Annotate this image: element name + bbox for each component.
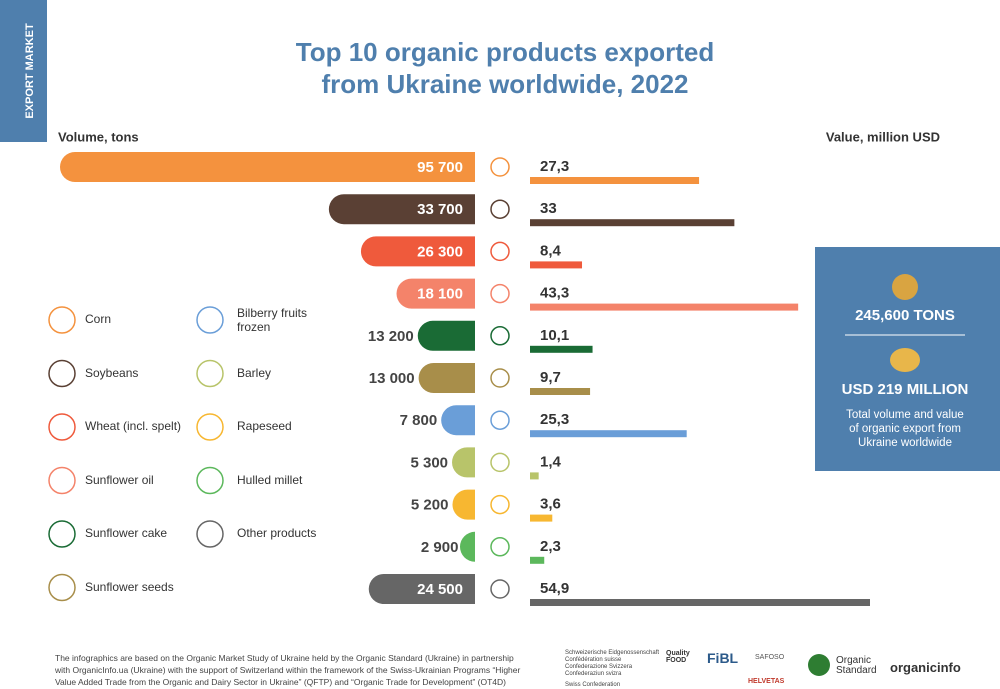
value-bar [530,472,539,480]
volume-bar [368,574,475,604]
right-header: Value, million USD [826,129,940,144]
value-label: 43,3 [540,285,569,302]
volume-bar [452,489,475,520]
legend-icon [48,306,76,334]
product-icon [490,326,510,346]
value-bar [530,303,799,311]
legend-label: Sunflower seeds [85,579,174,594]
logo-swiss-en: Swiss Confederation [565,682,621,688]
legend-icon [196,413,224,441]
product-icon [490,283,510,304]
footer-note: The infographics are based on the Organi… [55,653,521,687]
volume-bar [360,236,475,267]
legend-label: Sunflower cake [85,526,168,540]
legend-label: Rapeseed [237,419,292,433]
panel-tons: 245,600 TONS [855,307,955,324]
logo-os-mark [808,654,830,676]
logo-swiss: Schweizerische Eidgenossenschaft Confédé… [565,650,660,677]
value-label: 33 [540,200,557,217]
legend-icon [48,520,76,548]
logo-fibl: FiBL [707,650,739,666]
value-label: 2,3 [540,538,561,555]
coins-icon [890,348,920,372]
value-bar [530,556,545,564]
logo-qf: Quality FOOD [666,650,690,664]
volume-label: 18 100 [417,286,463,303]
legend-label: Barley [237,365,272,380]
volume-label: 5 300 [410,454,448,471]
volume-label: 95 700 [417,159,463,176]
legend-icon [196,306,224,334]
value-bar [530,219,735,227]
product-icon [490,368,510,388]
volume-bar [328,194,475,225]
volume-label: 33 700 [417,201,463,218]
value-bar [530,514,553,522]
chart-title: Top 10 organic products exported from Uk… [295,37,715,99]
volume-label: 2 900 [421,539,459,556]
volume-bar [396,278,475,309]
product-icon [490,199,510,219]
value-bar [530,599,870,606]
value-bar [530,430,687,438]
legend-icon [196,466,224,495]
legend-icon [48,466,76,495]
value-label: 54,9 [540,580,569,597]
value-label: 1,4 [540,453,562,470]
volume-label: 13 200 [368,328,414,345]
product-icon [490,410,510,430]
legend-label: Corn [85,312,112,326]
logo-os: Organic Standard [836,655,877,676]
volume-bar [417,320,475,351]
value-bar [530,345,593,353]
legend-icon [48,359,76,388]
value-bar [530,388,591,395]
legend-label: Hulled millet [237,472,303,487]
legend-icon [196,520,224,548]
logo-oi: organicinfo [890,660,961,675]
left-header: Volume, tons [58,129,139,144]
legend-label: Soybeans [85,365,139,380]
product-icon [490,452,510,473]
legend-icon [196,359,224,388]
value-label: 27,3 [540,158,569,175]
value-label: 9,7 [540,369,561,386]
value-label: 8,4 [540,242,562,259]
bag-icon [892,274,918,300]
legend-label: Wheat (incl. spelt) [85,419,182,433]
volume-bar [441,405,475,436]
legend-icon [48,573,76,602]
volume-label: 5 200 [411,497,449,514]
volume-label: 7 800 [400,412,438,429]
logo-helvetas: HELVETAS [748,678,785,685]
value-label: 3,6 [540,496,561,513]
volume-label: 24 500 [417,581,463,598]
volume-bar [60,152,475,182]
value-label: 25,3 [540,411,569,428]
legend-label: Other products [237,526,317,540]
side-tab-text: EXPORT MARKET [24,23,36,119]
volume-label: 13 000 [369,370,415,387]
panel-usd: USD 219 MILLION [842,381,969,398]
product-icon [490,157,510,177]
legend-label: Sunflower oil [85,472,154,487]
product-icon [490,494,510,515]
product-icon [490,537,510,557]
side-tab [0,0,47,142]
product-icon [490,241,510,262]
product-icon [490,579,510,599]
volume-bar [418,363,475,393]
panel-note: Total volume and value of organic export… [846,409,964,449]
volume-label: 26 300 [417,243,463,260]
legend-icon [48,413,76,441]
volume-bar [460,531,475,562]
volume-bar [452,447,475,478]
value-bar [530,261,583,269]
legend-label: Bilberry fruits frozen [237,306,308,334]
value-bar [530,177,700,184]
logo-safoso: SAFOSO [755,654,785,661]
value-label: 10,1 [540,327,569,344]
